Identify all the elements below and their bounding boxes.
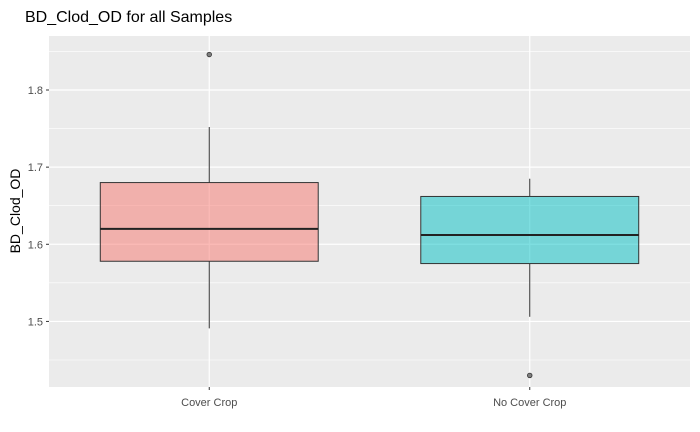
y-tick-label: 1.8 — [28, 85, 43, 97]
x-tick-label: No Cover Crop — [493, 397, 566, 409]
box-iqr — [420, 195, 640, 265]
y-tick-label: 1.7 — [28, 162, 43, 174]
box-no-cover-crop — [420, 178, 640, 379]
outlier-point — [206, 51, 212, 58]
y-tick-label: 1.5 — [28, 316, 43, 328]
chart-title: BD_Clod_OD for all Samples — [25, 9, 232, 26]
y-axis-title: BD_Clod_OD — [7, 169, 23, 254]
y-tick-label: 1.6 — [28, 239, 43, 251]
outlier-point — [527, 372, 533, 379]
x-axis: Cover Crop No Cover Crop — [181, 387, 566, 409]
x-tick-label: Cover Crop — [181, 397, 237, 409]
boxes — [99, 51, 640, 379]
box-cover-crop — [99, 51, 319, 329]
box-iqr — [99, 182, 319, 262]
y-axis: 1.5 1.6 1.7 1.8 — [28, 85, 49, 328]
